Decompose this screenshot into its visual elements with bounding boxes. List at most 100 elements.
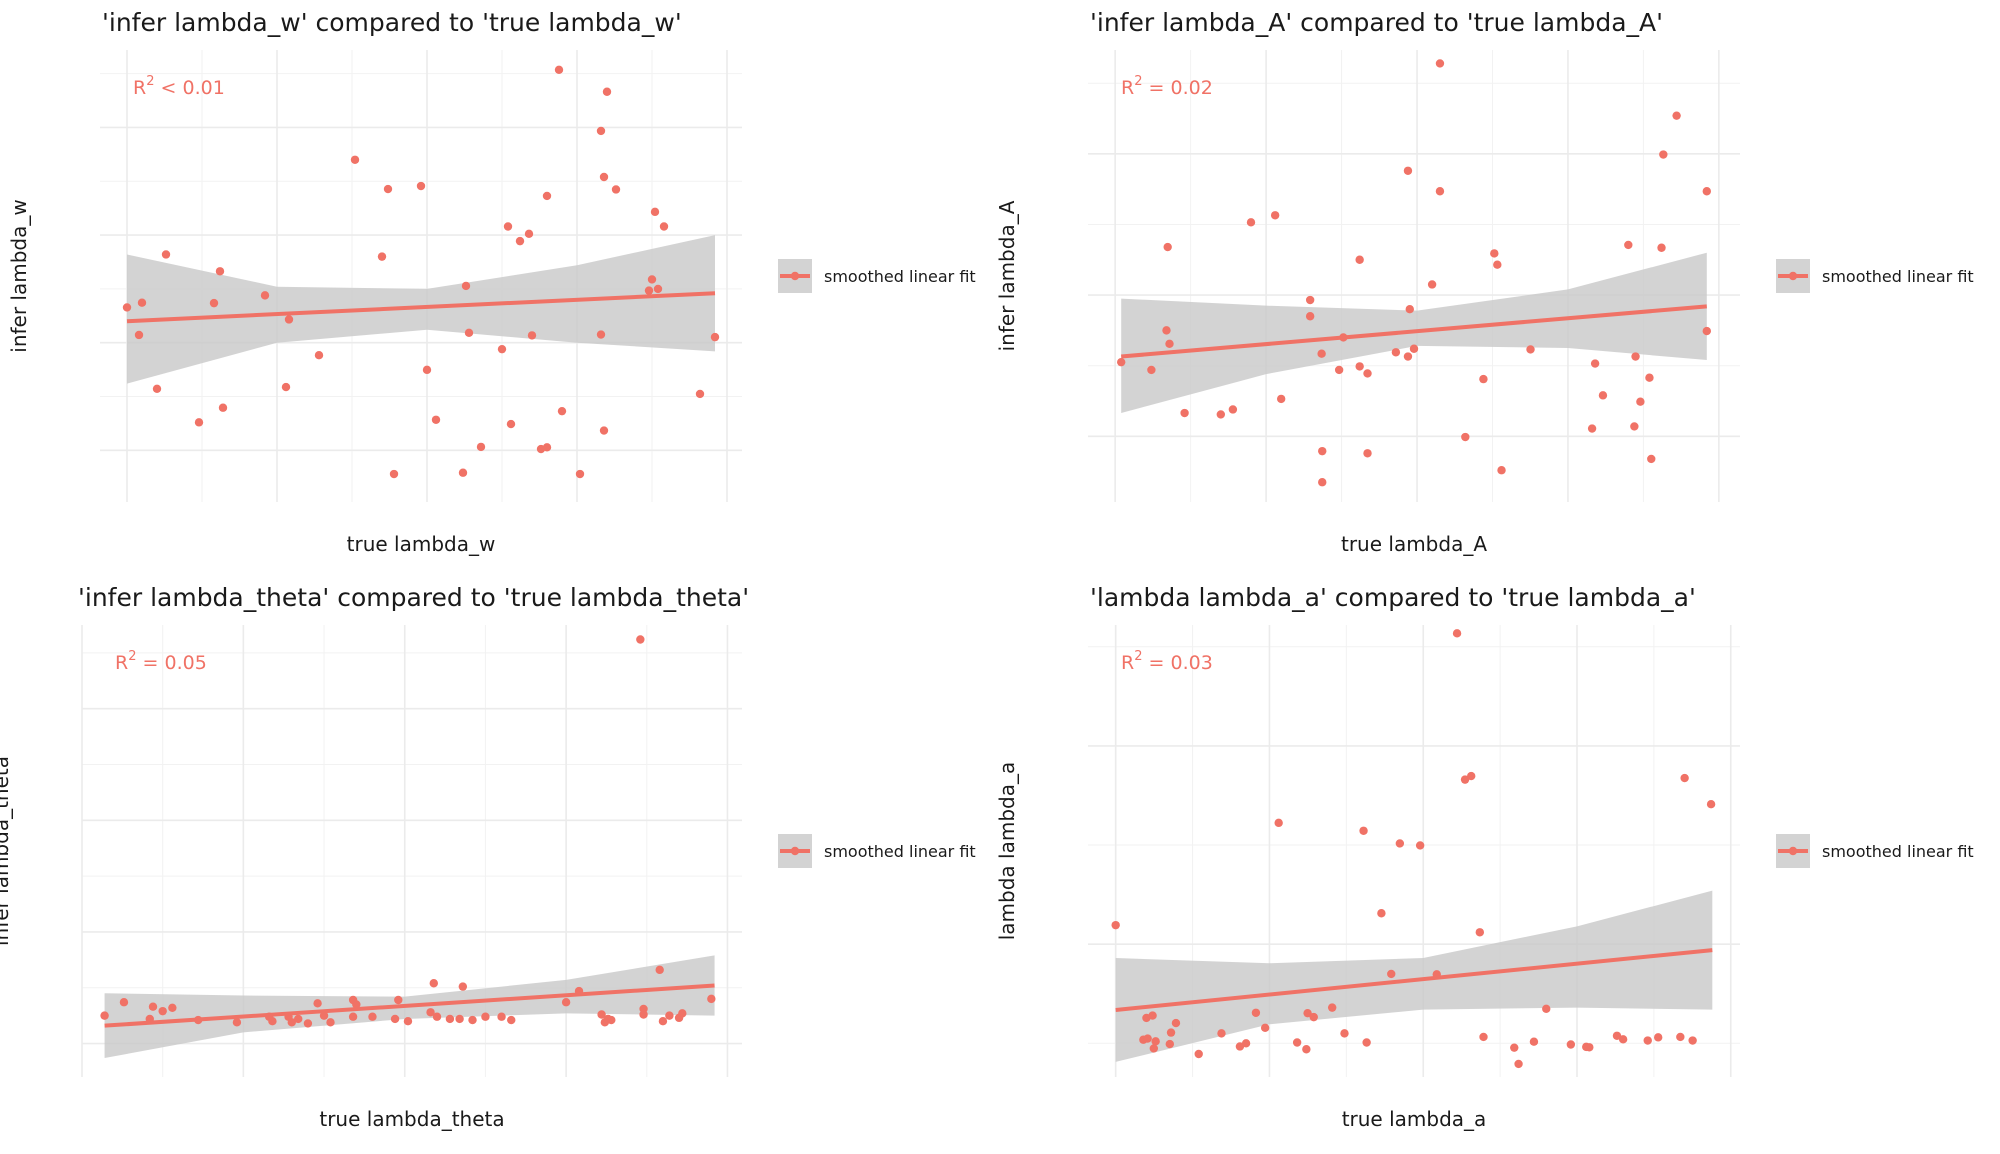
data-point: [1111, 920, 1120, 930]
data-point: [152, 384, 162, 393]
data-point: [611, 185, 621, 194]
data-point: [1510, 1043, 1519, 1052]
data-point: [1497, 466, 1506, 475]
data-point: [1395, 839, 1405, 848]
data-point: [1216, 410, 1226, 419]
data-point: [209, 298, 219, 308]
data-point: [665, 1011, 674, 1020]
data-point: [1166, 1028, 1176, 1037]
data-point: [1653, 1033, 1663, 1042]
data-point: [148, 1002, 158, 1011]
fit-line: [104, 983, 715, 1028]
data-point: [515, 236, 525, 246]
data-point: [326, 1018, 335, 1027]
data-point: [678, 1009, 687, 1018]
data-point: [524, 229, 534, 239]
data-point: [1363, 449, 1372, 458]
fit-line: [126, 291, 716, 324]
data-point: [1403, 352, 1413, 361]
legend-key-point: [790, 271, 800, 281]
data-point: [1327, 1003, 1337, 1012]
chart-panel-2: R2 = 0.02 'infer lambda_A' compared to 't…: [995, 8, 1974, 556]
data-point: [1403, 166, 1413, 175]
data-point: [458, 982, 468, 991]
data-point: [1318, 478, 1327, 487]
r-squared-base: R: [115, 652, 128, 674]
data-point: [100, 1011, 109, 1020]
data-point: [389, 469, 399, 479]
data-point: [464, 328, 474, 338]
data-point: [1590, 359, 1600, 368]
r-squared-value: = 0.03: [1142, 652, 1212, 674]
data-point: [1318, 446, 1327, 456]
data-point: [1171, 1018, 1181, 1028]
data-point: [394, 995, 403, 1005]
r-squared-value: < 0.01: [154, 77, 224, 99]
data-point: [1303, 1008, 1312, 1018]
data-point: [422, 365, 432, 375]
data-point: [1362, 1038, 1371, 1047]
legend: smoothed linear fit: [1776, 259, 1974, 293]
r-squared-base: R: [1121, 652, 1134, 674]
r-squared-base: R: [1121, 77, 1134, 99]
r-squared-value: = 0.05: [136, 652, 206, 674]
data-point: [659, 222, 669, 231]
data-point: [1117, 357, 1126, 367]
data-point: [1624, 240, 1633, 250]
data-point: [506, 419, 516, 429]
legend: smoothed linear fit: [1776, 834, 1974, 868]
data-point: [1647, 454, 1656, 464]
data-point: [416, 181, 426, 191]
data-point: [1529, 1037, 1539, 1046]
data-point: [1194, 1049, 1203, 1059]
data-point: [1302, 1045, 1311, 1054]
chart-title: 'lambda lambda_a' compared to 'true lamb…: [1090, 583, 1696, 612]
data-point: [268, 1016, 277, 1026]
data-point: [1387, 969, 1396, 979]
data-point: [527, 331, 537, 340]
data-point: [218, 403, 228, 412]
chart-panel-3: R2 = 0.05 'infer lambda_theta' compared t…: [0, 583, 976, 1131]
data-point: [1475, 928, 1485, 937]
data-point: [1612, 1031, 1622, 1040]
data-point: [476, 442, 486, 452]
data-point: [1251, 1008, 1261, 1017]
data-point: [1636, 397, 1645, 406]
y-axis-label: infer lambda_theta: [0, 756, 13, 946]
data-point: [1276, 394, 1286, 404]
r-squared-value: = 0.02: [1142, 77, 1212, 99]
data-point: [461, 281, 471, 291]
x-axis-label: true lambda_a: [1342, 1107, 1487, 1131]
data-point: [1435, 59, 1445, 68]
data-point: [403, 1016, 413, 1026]
data-point: [655, 965, 664, 975]
data-point: [1317, 349, 1326, 358]
data-point: [232, 1018, 242, 1027]
data-point: [1274, 818, 1283, 828]
legend-key-point: [790, 846, 800, 856]
data-point: [1467, 771, 1476, 781]
r-squared-annotation: R2 = 0.05: [115, 649, 207, 674]
legend: smoothed linear fit: [778, 259, 976, 293]
data-point: [426, 1008, 435, 1017]
data-point: [1409, 344, 1419, 353]
data-point: [303, 1019, 313, 1028]
data-point: [1659, 150, 1668, 159]
data-point: [1309, 1012, 1318, 1022]
data-point: [653, 284, 663, 294]
data-point: [1415, 841, 1425, 850]
data-point: [1355, 255, 1364, 264]
data-point: [281, 382, 291, 392]
data-point: [639, 1010, 648, 1019]
data-point: [561, 998, 571, 1007]
data-point: [137, 298, 147, 307]
data-point: [636, 635, 645, 644]
data-point: [122, 303, 132, 312]
data-point: [1305, 295, 1315, 305]
data-point: [1340, 1029, 1349, 1038]
data-point: [1162, 326, 1171, 335]
legend-label: smoothed linear fit: [824, 267, 976, 286]
data-point: [352, 1000, 361, 1009]
data-point: [284, 315, 294, 324]
